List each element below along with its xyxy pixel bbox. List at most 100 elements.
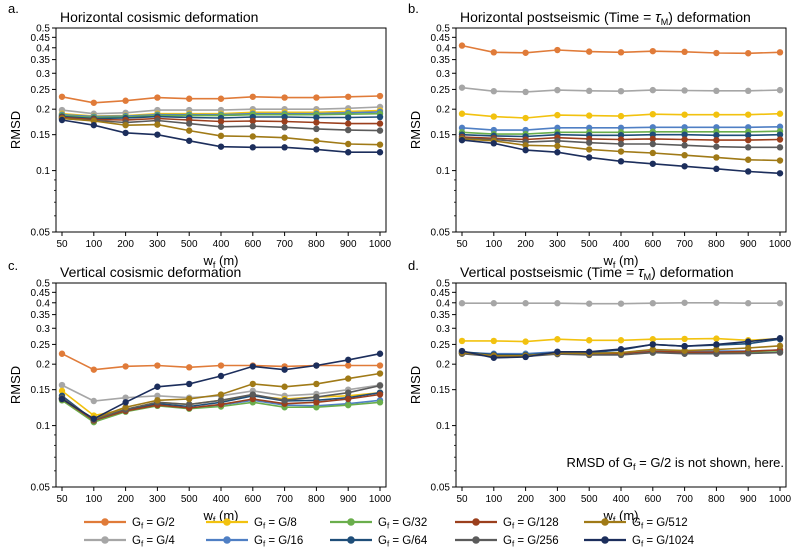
chart-panel-b: b. Horizontal postseismic (Time = τM) def… bbox=[408, 1, 792, 270]
data-point bbox=[281, 113, 288, 121]
data-point bbox=[617, 337, 625, 344]
y-tick-label: 0.2 bbox=[36, 105, 50, 116]
x-tick-label: 100 bbox=[85, 239, 102, 250]
data-point bbox=[649, 336, 656, 343]
data-point bbox=[490, 300, 497, 307]
legend-item: Gf = G/256 bbox=[455, 535, 559, 547]
y-tick-label: 0.3 bbox=[436, 324, 450, 335]
legend-marker bbox=[101, 536, 109, 544]
data-point bbox=[713, 165, 720, 173]
data-point bbox=[681, 343, 688, 350]
data-point bbox=[681, 136, 688, 143]
data-point bbox=[249, 395, 256, 403]
data-point bbox=[313, 404, 320, 411]
x-tick-label: 300 bbox=[149, 494, 166, 505]
data-point bbox=[681, 151, 688, 159]
x-tick-label: 900 bbox=[740, 494, 757, 505]
legend-label: Gf = G/2 bbox=[132, 517, 175, 531]
y-tick-label: 0.45 bbox=[431, 33, 451, 44]
data-point bbox=[490, 354, 497, 361]
data-point bbox=[649, 300, 656, 307]
legend-item: Gf = G/128 bbox=[455, 517, 559, 531]
data-point bbox=[649, 149, 656, 157]
data-point bbox=[217, 372, 225, 380]
data-point bbox=[776, 349, 784, 356]
data-point bbox=[490, 337, 497, 345]
data-point bbox=[281, 366, 288, 373]
x-tick-label: 400 bbox=[613, 494, 630, 505]
y-tick-label: 0.05 bbox=[431, 483, 451, 494]
data-point bbox=[649, 47, 656, 55]
legend-label: Gf = G/128 bbox=[503, 517, 559, 531]
legend-marker bbox=[101, 518, 109, 526]
data-point bbox=[681, 48, 688, 56]
data-point bbox=[313, 362, 320, 369]
x-tick-label: 800 bbox=[308, 494, 325, 505]
data-point bbox=[776, 86, 784, 94]
data-point bbox=[586, 337, 593, 344]
x-tick-label: 600 bbox=[244, 239, 261, 250]
data-point bbox=[681, 111, 688, 118]
data-point bbox=[345, 375, 352, 382]
data-point bbox=[649, 346, 656, 353]
y-tick-label: 0.35 bbox=[31, 310, 51, 321]
data-point bbox=[586, 87, 593, 95]
data-point bbox=[313, 125, 320, 133]
data-point bbox=[586, 348, 593, 355]
data-point bbox=[617, 345, 625, 353]
chart-panel-a: a. Horizontal cosismic deformation 0.05 0.1… bbox=[8, 1, 392, 270]
data-point bbox=[154, 383, 161, 390]
y-tick-label: 0.4 bbox=[436, 43, 450, 54]
data-point bbox=[186, 95, 193, 102]
y-tick-label: 0.05 bbox=[31, 228, 51, 239]
data-point bbox=[649, 140, 656, 148]
data-point bbox=[745, 124, 752, 131]
chart-panel-c: c. Vertical cosismic deformation 0.05 0.1 0.… bbox=[8, 258, 392, 525]
data-point bbox=[458, 124, 466, 132]
chart-title: Horizontal postseismic (Time = τM) defor… bbox=[460, 9, 751, 27]
data-point bbox=[745, 344, 752, 352]
data-point bbox=[345, 140, 352, 148]
data-point bbox=[713, 136, 720, 144]
data-point bbox=[249, 144, 256, 151]
legend-marker bbox=[472, 536, 480, 544]
data-point bbox=[281, 134, 288, 141]
y-tick-label: 0.15 bbox=[431, 385, 451, 396]
x-tick-label: 500 bbox=[581, 239, 598, 250]
data-point bbox=[745, 156, 752, 163]
data-point bbox=[122, 129, 129, 137]
data-point bbox=[217, 95, 225, 102]
legend-item: Gf = G/1024 bbox=[584, 535, 695, 547]
data-point bbox=[154, 397, 161, 404]
plot-frame bbox=[55, 282, 387, 488]
legend-marker bbox=[347, 518, 355, 526]
data-point bbox=[249, 123, 256, 130]
data-point bbox=[217, 143, 225, 150]
data-point bbox=[586, 146, 593, 153]
x-tick-label: 900 bbox=[740, 239, 757, 250]
legend-marker bbox=[472, 518, 480, 526]
series-gf-g-16 bbox=[458, 123, 784, 134]
data-point bbox=[776, 300, 784, 307]
y-tick-label: 0.5 bbox=[436, 24, 450, 35]
data-point bbox=[681, 87, 688, 94]
series-gf-g-1024 bbox=[58, 350, 384, 422]
y-tick-label: 0.5 bbox=[436, 279, 450, 290]
x-tick-label: 600 bbox=[244, 494, 261, 505]
x-tick-label: 1000 bbox=[369, 494, 392, 505]
y-axis-label: RMSD bbox=[8, 111, 23, 149]
data-point bbox=[681, 142, 688, 149]
legend-label: Gf = G/8 bbox=[254, 517, 297, 531]
data-point bbox=[154, 362, 161, 369]
x-tick-label: 400 bbox=[213, 239, 230, 250]
x-tick-label: 400 bbox=[613, 239, 630, 250]
data-point bbox=[713, 335, 720, 342]
data-point bbox=[122, 399, 129, 406]
legend-item: Gf = G/2 bbox=[84, 517, 175, 531]
x-tick-label: 400 bbox=[213, 494, 230, 505]
x-tick-label: 700 bbox=[676, 239, 693, 250]
data-point bbox=[90, 366, 98, 373]
data-point bbox=[281, 144, 288, 151]
data-point bbox=[217, 132, 225, 140]
y-tick-label: 0.25 bbox=[431, 85, 451, 96]
